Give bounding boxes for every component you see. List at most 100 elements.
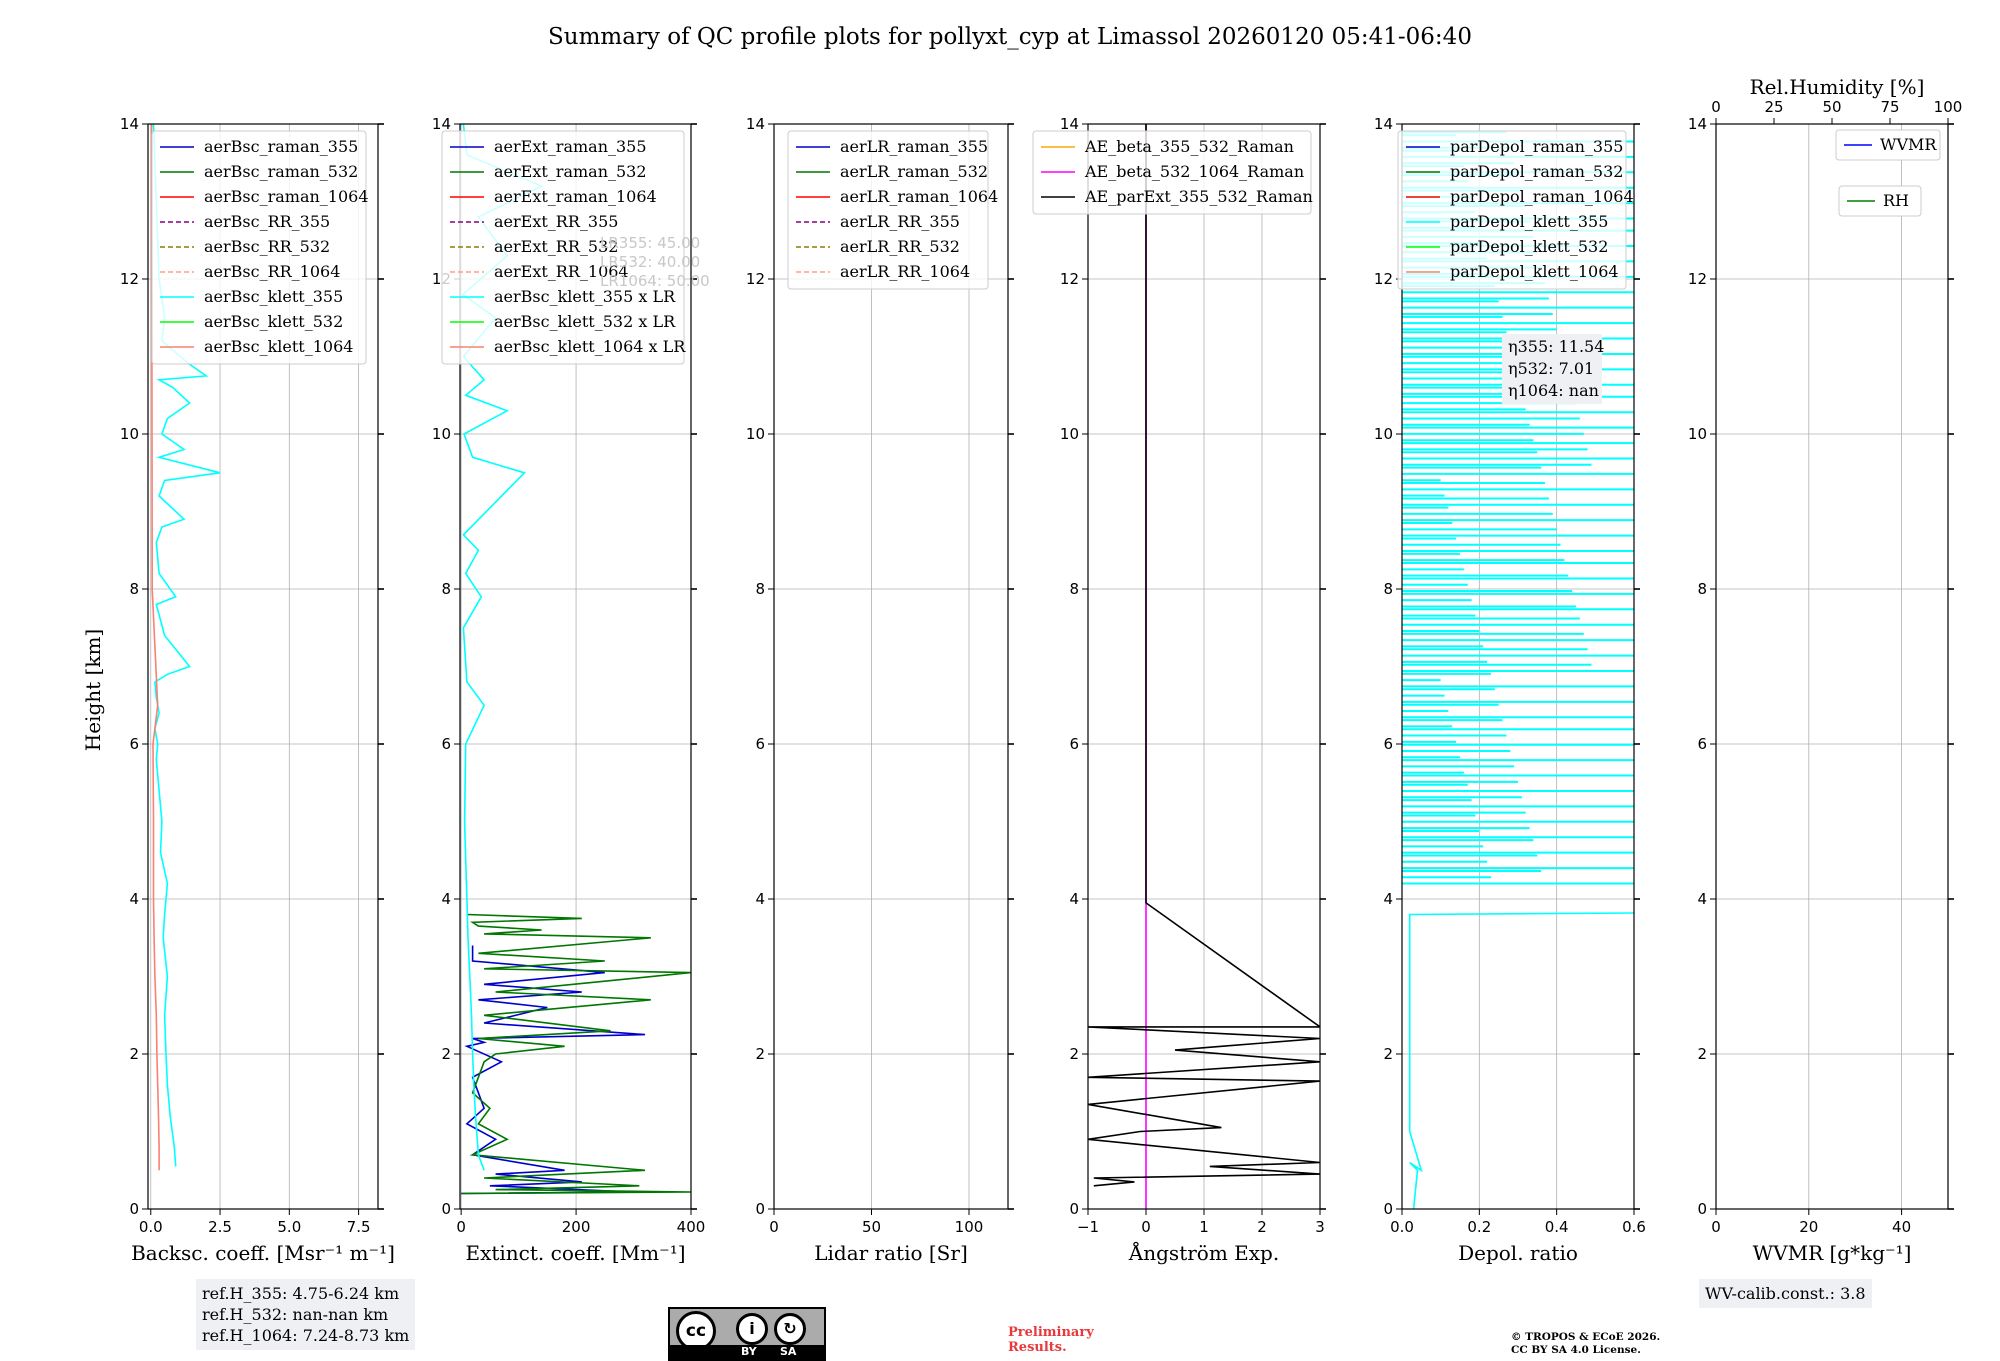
legend-entry: aerBsc_raman_355 (204, 137, 358, 156)
y-tick-label: 8 (1383, 580, 1393, 598)
legend-entry: parDepol_raman_532 (1450, 162, 1623, 181)
legend-box (1397, 130, 1627, 290)
panel-backscatter: 0 2 4 6 8 10 12 14 0.0 2.5 5.0 7.5 Backsc. coeff. [M… (120, 115, 395, 1265)
figure-title: Summary of QC profile plots for pollyxt_… (548, 24, 1472, 50)
x-tick-label: 0.0 (139, 1218, 163, 1236)
y-tick-label: 6 (441, 735, 451, 753)
top-x-tick-label: 75 (1880, 98, 1899, 116)
preliminary-results-note: Preliminary Results. (1008, 1325, 1094, 1355)
y-tick-label: 6 (1383, 735, 1393, 753)
y-tick-label: 8 (129, 580, 139, 598)
cc-license-badge[interactable]: cc i ↻ BY SA (668, 1307, 826, 1361)
legend-entry: aerLR_RR_355 (840, 212, 960, 231)
legend-entry: aerExt_raman_355 (494, 137, 647, 156)
y-tick-label: 4 (441, 890, 451, 908)
legend-entry: RH (1883, 191, 1909, 210)
y-tick-label: 0 (755, 1200, 765, 1218)
eta-annotation: η1064: nan (1508, 381, 1599, 400)
y-tick-label: 10 (120, 425, 139, 443)
eta-annotation: η355: 11.54 (1508, 337, 1604, 356)
y-tick-label: 12 (1060, 270, 1079, 288)
y-tick-label: 4 (755, 890, 765, 908)
legend-entry: aerLR_raman_355 (840, 137, 988, 156)
panel-lidar_ratio: 0 2 4 6 8 10 12 14 0 50 100 Lidar ratio [Sr] aerLR_r… (746, 115, 1014, 1265)
legend-entry: WVMR (1880, 135, 1937, 154)
y-tick-label: 2 (1697, 1045, 1707, 1063)
legend-entry: aerExt_RR_1064 (494, 262, 629, 281)
axes-frame (459, 123, 692, 1210)
x-tick-label: 0.4 (1545, 1218, 1569, 1236)
y-tick-label: 6 (129, 735, 139, 753)
legend-entry: parDepol_raman_355 (1450, 137, 1623, 156)
legend-box (441, 130, 685, 365)
top-x-tick-label: 100 (1934, 98, 1963, 116)
legend-entry: aerBsc_klett_355 x LR (494, 287, 676, 306)
y-tick-label: 6 (755, 735, 765, 753)
x-tick-label: 0 (1141, 1218, 1151, 1236)
top-x-tick-label: 0 (1711, 98, 1721, 116)
legend-entry: parDepol_klett_532 (1450, 237, 1608, 256)
legend-entry: aerBsc_klett_1064 x LR (494, 337, 686, 356)
eta-annotation: η532: 7.01 (1508, 359, 1594, 378)
y-tick-label: 14 (746, 115, 765, 133)
x-tick-label: 400 (677, 1218, 706, 1236)
y-tick-label: 4 (129, 890, 139, 908)
cc-strip (670, 1345, 824, 1359)
y-tick-label: 14 (120, 115, 139, 133)
legend-box (151, 130, 367, 365)
legend-entry: aerLR_RR_532 (840, 237, 960, 256)
legend-entry: aerBsc_klett_532 (204, 312, 343, 331)
series-aerExt_raman_355 (461, 945, 646, 1195)
x-axis-label: Depol. ratio (1458, 1241, 1578, 1265)
wv-calib-text: WV-calib.const.: 3.8 (1705, 1284, 1866, 1303)
y-tick-label: 10 (432, 425, 451, 443)
y-tick-label: 2 (129, 1045, 139, 1063)
y-tick-label: 14 (1688, 115, 1707, 133)
x-tick-label: 2 (1257, 1218, 1267, 1236)
legend-entry: aerBsc_raman_532 (204, 162, 358, 181)
copyright-line-2: CC BY SA 4.0 License. (1511, 1344, 1641, 1356)
lr-annotation: LR355: 45.00 (600, 234, 700, 252)
legend-entry: aerBsc_RR_532 (204, 237, 330, 256)
y-tick-label: 4 (1697, 890, 1707, 908)
y-tick-label: 12 (1374, 270, 1393, 288)
y-tick-label: 6 (1069, 735, 1079, 753)
y-tick-label: 4 (1383, 890, 1393, 908)
legend-box (1838, 185, 1922, 217)
series-parDepol_klett_355 (1408, 912, 1634, 1209)
top-x-axis-label: Rel.Humidity [%] (1750, 75, 1925, 99)
y-tick-label: 8 (441, 580, 451, 598)
legend-entry: AE_parExt_355_532_Raman (1084, 187, 1313, 206)
series-aerExt_raman_532 (461, 913, 691, 1195)
legend-box (1032, 130, 1312, 215)
y-tick-label: 2 (1383, 1045, 1393, 1063)
y-tick-label: 14 (1374, 115, 1393, 133)
x-tick-label: −1 (1077, 1218, 1099, 1236)
y-tick-label: 10 (1688, 425, 1707, 443)
share-alike-icon: ↻ (774, 1313, 806, 1345)
series-AE_parExt_355_532_Raman (1088, 124, 1320, 1187)
legend-entry: AE_beta_532_1064_Raman (1084, 162, 1304, 181)
x-tick-label: 20 (1799, 1218, 1818, 1236)
copyright-note: © TROPOS & ECoE 2026. CC BY SA 4.0 Licen… (1511, 1331, 1660, 1357)
top-x-tick-label: 50 (1822, 98, 1841, 116)
x-tick-label: 0 (769, 1218, 779, 1236)
attribution-person-icon: i (736, 1313, 768, 1345)
wv-calib-box: WV-calib.const.: 3.8 (1699, 1279, 1872, 1308)
legend-entry: aerBsc_RR_355 (204, 212, 330, 231)
top-x-tick-label: 25 (1764, 98, 1783, 116)
y-tick-label: 10 (746, 425, 765, 443)
y-tick-label: 2 (755, 1045, 765, 1063)
legend-entry: aerLR_RR_1064 (840, 262, 970, 281)
x-tick-label: 5.0 (277, 1218, 301, 1236)
legend-box (787, 130, 989, 290)
x-tick-label: 50 (862, 1218, 881, 1236)
y-tick-label: 0 (1383, 1200, 1393, 1218)
y-tick-label: 0 (129, 1200, 139, 1218)
y-tick-label: 12 (1688, 270, 1707, 288)
axes-frame (147, 123, 379, 1210)
legend-box (1835, 129, 1941, 161)
x-axis-label: Extinct. coeff. [Mm⁻¹] (465, 1241, 685, 1265)
